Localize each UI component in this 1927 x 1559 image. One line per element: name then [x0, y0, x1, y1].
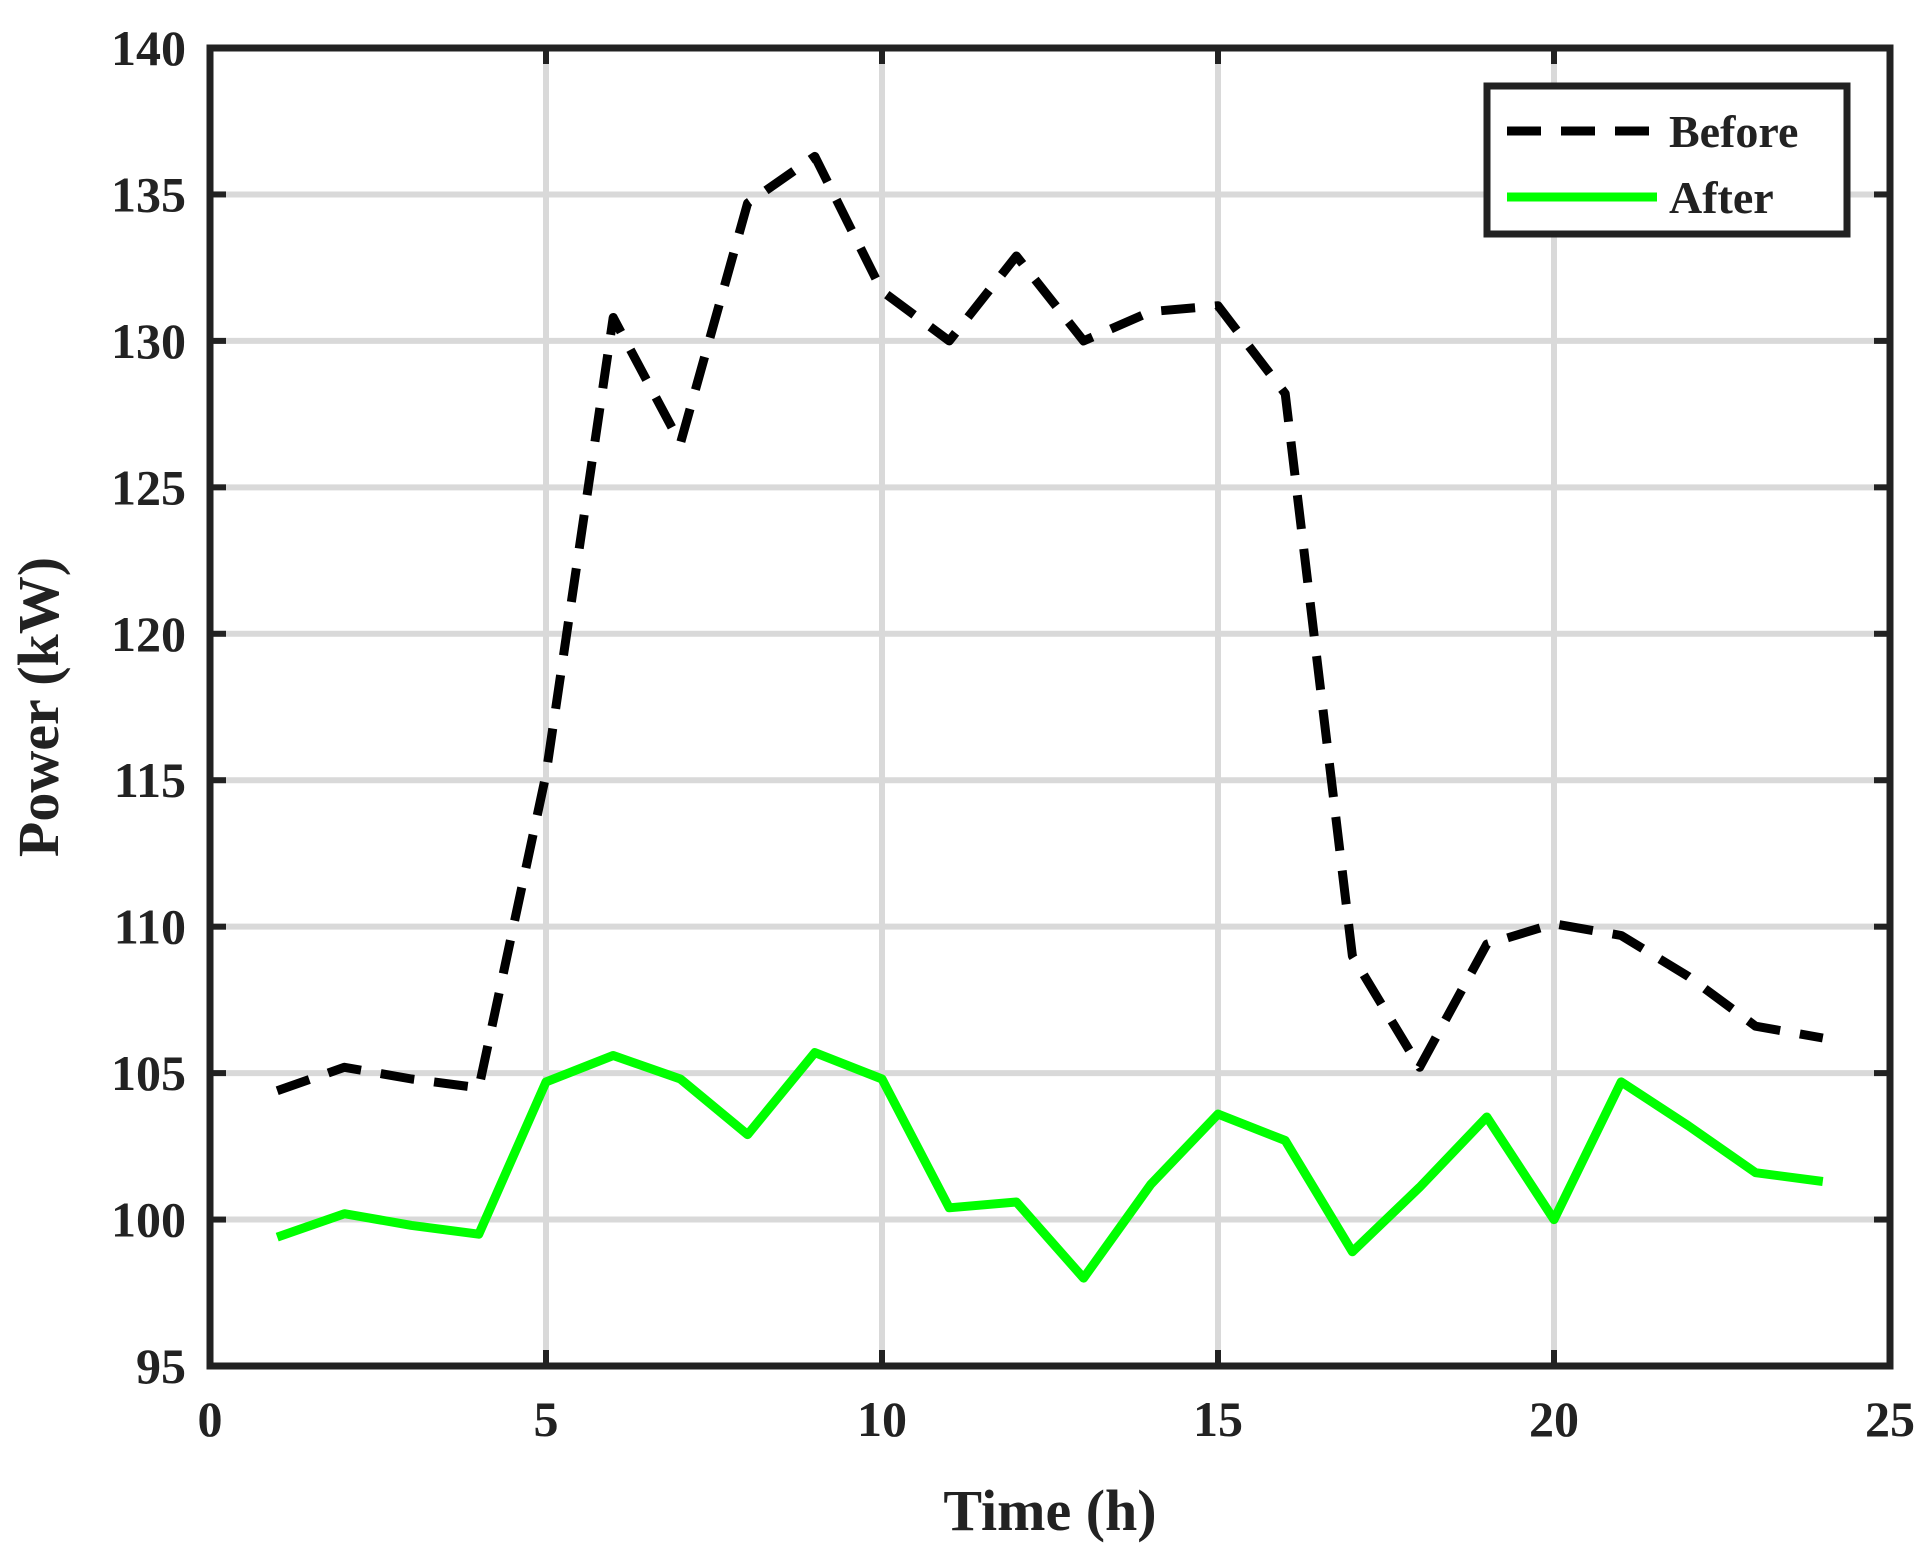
x-tick-label: 0 — [198, 1391, 223, 1447]
y-tick-label: 100 — [111, 1192, 186, 1248]
x-tick-label: 15 — [1193, 1391, 1243, 1447]
legend-box — [1483, 82, 1851, 238]
legend-label-after: After — [1669, 172, 1774, 223]
series-line-after — [275, 1048, 1824, 1283]
y-tick-label: 105 — [111, 1045, 186, 1101]
x-tick-label: 5 — [534, 1391, 559, 1447]
y-tick-label: 115 — [114, 752, 186, 808]
x-tick-label: 10 — [857, 1391, 907, 1447]
y-tick-label: 120 — [111, 606, 186, 662]
series-line-before — [275, 151, 1824, 1095]
y-tick-label: 140 — [111, 20, 186, 76]
series-layer — [275, 151, 1824, 1283]
axes — [206, 44, 1894, 1370]
y-axis-label: Power (kW) — [6, 557, 71, 857]
y-tick-label: 110 — [114, 899, 186, 955]
x-tick-label: 20 — [1529, 1391, 1579, 1447]
x-tick-label: 25 — [1865, 1391, 1915, 1447]
x-axis-label: Time (h) — [943, 1478, 1156, 1543]
y-tick-label: 130 — [111, 313, 186, 369]
legend-label-before: Before — [1669, 106, 1798, 157]
y-tick-label: 135 — [111, 166, 186, 222]
y-tick-label: 95 — [136, 1338, 186, 1394]
legend: Before After — [1483, 82, 1851, 238]
grid — [210, 48, 1890, 1366]
plot-frame — [206, 44, 1894, 1370]
tick-labels: 0 5 10 15 20 25 95 100 105 110 115 120 125 130 135 140 — [111, 20, 1915, 1447]
y-tick-label: 125 — [111, 459, 186, 515]
